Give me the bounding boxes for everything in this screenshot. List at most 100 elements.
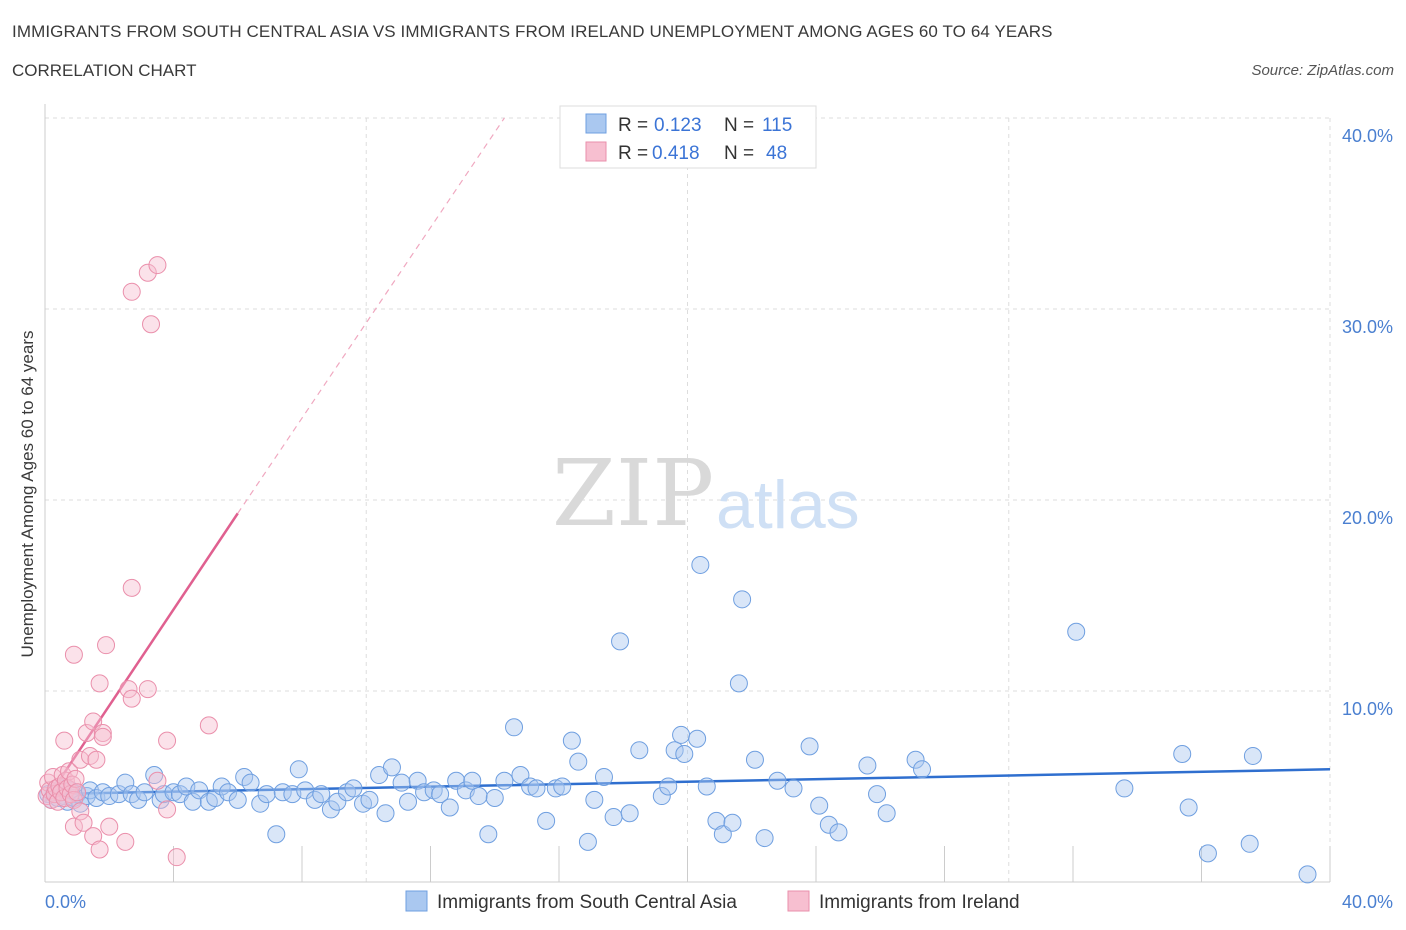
point-blue-105 xyxy=(858,756,877,775)
point-pink-44 xyxy=(142,315,161,334)
point-blue-17 xyxy=(116,773,135,792)
point-blue-36 xyxy=(251,794,270,813)
point-blue-93 xyxy=(713,825,732,844)
legend-r-label-blue: R = xyxy=(618,115,648,136)
point-blue-114 xyxy=(1198,844,1217,863)
point-blue-76 xyxy=(569,752,588,771)
point-blue-90 xyxy=(691,555,710,574)
x-tick-label-min: 0.0% xyxy=(45,892,86,912)
point-blue-21 xyxy=(145,766,164,785)
point-blue-70 xyxy=(521,777,540,796)
point-blue-108 xyxy=(906,750,925,769)
y-tick-label-3: 40.0% xyxy=(1342,126,1393,146)
point-blue-35 xyxy=(241,773,260,792)
point-pink-41 xyxy=(122,282,141,301)
x-tick-label-max: 40.0% xyxy=(1342,892,1393,912)
point-blue-111 xyxy=(1115,779,1134,798)
trend-line-pink-extension xyxy=(237,117,505,514)
y-tick-label-2: 30.0% xyxy=(1342,317,1393,337)
legend-r-label-pink: R = xyxy=(618,143,648,164)
point-blue-61 xyxy=(447,771,466,790)
point-blue-110 xyxy=(1067,622,1086,641)
point-blue-53 xyxy=(382,758,401,777)
legend-n-label-pink: N = xyxy=(724,143,754,164)
legend-r-value-blue: 0.123 xyxy=(654,115,702,136)
legend-n-value-blue: 115 xyxy=(762,115,792,136)
point-blue-32 xyxy=(219,783,238,802)
point-blue-44 xyxy=(312,785,331,804)
point-pink-49 xyxy=(167,848,186,867)
point-blue-69 xyxy=(511,766,530,785)
point-blue-60 xyxy=(440,798,459,817)
point-blue-85 xyxy=(659,777,678,796)
watermark: ZIP atlas xyxy=(552,440,860,547)
point-pink-31 xyxy=(90,840,109,859)
point-pink-46 xyxy=(148,256,167,275)
point-blue-96 xyxy=(733,590,752,609)
point-pink-18 xyxy=(66,769,85,788)
point-blue-116 xyxy=(1243,746,1262,765)
point-blue-106 xyxy=(868,785,887,804)
point-pink-35 xyxy=(97,636,116,655)
point-pink-22 xyxy=(64,645,83,664)
point-pink-45 xyxy=(148,771,167,790)
point-blue-52 xyxy=(376,804,395,823)
point-blue-100 xyxy=(784,779,803,798)
legend-swatch-pink xyxy=(585,141,607,162)
point-blue-37 xyxy=(257,785,276,804)
point-blue-71 xyxy=(527,779,546,798)
point-pink-43 xyxy=(138,263,157,282)
y-tick-labels: 10.0% 20.0% 30.0% 40.0% xyxy=(1342,126,1393,719)
point-pink-38 xyxy=(119,680,138,699)
point-pink-40 xyxy=(122,578,141,597)
point-blue-95 xyxy=(729,674,748,693)
point-pink-14 xyxy=(60,762,79,781)
point-blue-115 xyxy=(1240,834,1259,853)
legend-n-label-blue: N = xyxy=(724,115,754,136)
series-south-central-asia xyxy=(39,555,1317,884)
watermark-atlas: atlas xyxy=(716,467,860,543)
point-blue-86 xyxy=(665,741,684,760)
point-blue-77 xyxy=(578,832,597,851)
point-blue-104 xyxy=(829,823,848,842)
point-blue-66 xyxy=(485,788,504,807)
point-blue-20 xyxy=(135,783,154,802)
legend: R = 0.123 N = 115 R = 0.418 N = 48 xyxy=(559,105,817,169)
point-blue-63 xyxy=(463,771,482,790)
point-blue-75 xyxy=(562,731,581,750)
bottom-legend-swatch-blue xyxy=(405,890,428,912)
point-blue-81 xyxy=(611,632,630,651)
point-blue-72 xyxy=(537,811,556,830)
bottom-legend-swatch-pink xyxy=(787,890,810,912)
point-pink-42 xyxy=(138,680,157,699)
point-pink-21 xyxy=(64,817,83,836)
bottom-legend-label-blue: Immigrants from South Central Asia xyxy=(437,892,737,913)
axes xyxy=(44,104,1331,883)
point-pink-24 xyxy=(71,802,90,821)
point-blue-79 xyxy=(594,767,613,786)
point-blue-103 xyxy=(819,815,838,834)
chart-title: IMMIGRANTS FROM SOUTH CENTRAL ASIA VS IM… xyxy=(12,22,1053,41)
point-blue-102 xyxy=(810,796,829,815)
point-blue-91 xyxy=(697,777,716,796)
point-blue-82 xyxy=(620,804,639,823)
point-pink-36 xyxy=(100,817,119,836)
source-credit: Source: ZipAtlas.com xyxy=(1251,62,1394,79)
point-blue-68 xyxy=(505,718,524,737)
y-tick-label-0: 10.0% xyxy=(1342,699,1393,719)
point-blue-101 xyxy=(800,737,819,756)
point-blue-83 xyxy=(630,741,649,760)
trend-line-pink xyxy=(43,512,239,803)
point-blue-80 xyxy=(604,808,623,827)
point-blue-55 xyxy=(399,792,418,811)
y-axis-label: Unemployment Among Ages 60 to 64 years xyxy=(18,331,37,658)
point-blue-67 xyxy=(495,771,514,790)
point-blue-107 xyxy=(877,804,896,823)
point-blue-97 xyxy=(745,750,764,769)
legend-n-value-pink: 48 xyxy=(766,143,787,164)
point-blue-46 xyxy=(328,792,347,811)
point-blue-112 xyxy=(1173,745,1192,764)
point-pink-32 xyxy=(90,674,109,693)
point-blue-41 xyxy=(289,760,308,779)
